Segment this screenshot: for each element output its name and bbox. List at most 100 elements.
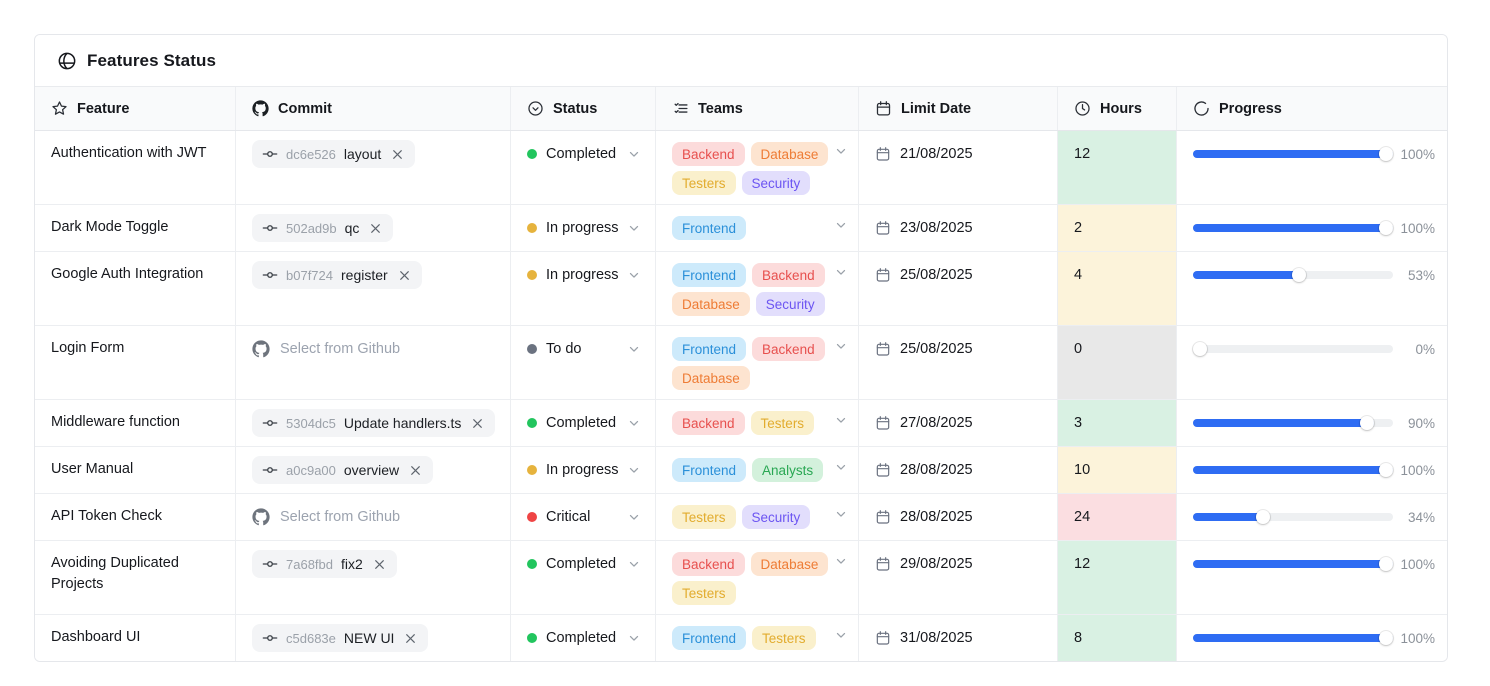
commit-chip[interactable]: dc6e526 layout — [252, 140, 416, 168]
progress-thumb-handle[interactable] — [1360, 416, 1374, 430]
team-chip[interactable]: Analysts — [752, 458, 824, 482]
team-chip[interactable]: Frontend — [672, 337, 747, 361]
status-select[interactable]: Completed — [527, 409, 641, 437]
team-chip[interactable]: Frontend — [672, 626, 747, 650]
close-icon[interactable] — [391, 148, 404, 161]
status-select[interactable]: In progress — [527, 214, 641, 242]
teams-dropdown-chevron-icon[interactable] — [834, 218, 848, 232]
teams-dropdown-chevron-icon[interactable] — [834, 507, 848, 521]
progress-thumb-handle[interactable] — [1379, 463, 1393, 477]
progress-slider[interactable] — [1193, 463, 1393, 477]
status-select[interactable]: Completed — [527, 624, 641, 652]
hours-cell[interactable]: 2 — [1058, 205, 1177, 251]
team-chip-list: Frontend — [672, 216, 830, 240]
table-row: Avoiding Duplicated Projects 7a68fbd fix… — [35, 541, 1447, 615]
team-chip[interactable]: Backend — [672, 142, 745, 166]
team-chip[interactable]: Testers — [672, 171, 736, 195]
close-icon[interactable] — [409, 464, 422, 477]
progress-slider[interactable] — [1193, 631, 1393, 645]
team-chip[interactable]: Backend — [672, 411, 745, 435]
progress-thumb-handle[interactable] — [1379, 557, 1393, 571]
hours-cell[interactable]: 0 — [1058, 326, 1177, 399]
team-chip[interactable]: Frontend — [672, 263, 747, 287]
hours-cell[interactable]: 8 — [1058, 615, 1177, 661]
progress-thumb-handle[interactable] — [1379, 147, 1393, 161]
teams-dropdown-chevron-icon[interactable] — [834, 554, 848, 568]
select-from-github-button[interactable]: Select from Github — [252, 508, 400, 526]
date-picker[interactable]: 21/08/2025 — [875, 140, 1043, 168]
close-icon[interactable] — [373, 558, 386, 571]
close-icon[interactable] — [404, 632, 417, 645]
hours-cell[interactable]: 12 — [1058, 541, 1177, 614]
commit-chip[interactable]: 5304dc5 Update handlers.ts — [252, 409, 496, 437]
close-icon[interactable] — [369, 222, 382, 235]
team-chip[interactable]: Backend — [752, 337, 825, 361]
close-icon[interactable] — [471, 417, 484, 430]
hours-cell[interactable]: 24 — [1058, 494, 1177, 540]
date-picker[interactable]: 28/08/2025 — [875, 503, 1043, 531]
progress-slider[interactable] — [1193, 147, 1393, 161]
hours-cell[interactable]: 12 — [1058, 131, 1177, 204]
team-chip[interactable]: Database — [672, 366, 750, 390]
date-picker[interactable]: 28/08/2025 — [875, 456, 1043, 484]
hours-cell[interactable]: 4 — [1058, 252, 1177, 325]
commit-hash: b07f724 — [286, 267, 333, 283]
team-chip[interactable]: Security — [755, 292, 825, 316]
progress-thumb-handle[interactable] — [1193, 342, 1207, 356]
date-picker[interactable]: 25/08/2025 — [875, 335, 1043, 363]
progress-thumb-handle[interactable] — [1379, 221, 1393, 235]
date-picker[interactable]: 31/08/2025 — [875, 624, 1043, 652]
feature-name: Dashboard UI — [51, 629, 141, 645]
progress-slider[interactable] — [1193, 221, 1393, 235]
teams-dropdown-chevron-icon[interactable] — [834, 144, 848, 158]
team-chip[interactable]: Frontend — [672, 216, 747, 240]
commit-chip[interactable]: 7a68fbd fix2 — [252, 550, 397, 578]
progress-thumb-handle[interactable] — [1256, 510, 1270, 524]
team-chip[interactable]: Backend — [752, 263, 825, 287]
hours-cell[interactable]: 10 — [1058, 447, 1177, 493]
team-chip[interactable]: Security — [741, 171, 811, 195]
team-chip[interactable]: Testers — [752, 626, 816, 650]
progress-slider[interactable] — [1193, 342, 1393, 356]
teams-dropdown-chevron-icon[interactable] — [834, 265, 848, 279]
teams-dropdown-chevron-icon[interactable] — [834, 628, 848, 642]
progress-slider[interactable] — [1193, 510, 1393, 524]
date-picker[interactable]: 27/08/2025 — [875, 409, 1043, 437]
teams-dropdown-chevron-icon[interactable] — [834, 339, 848, 353]
status-select[interactable]: Completed — [527, 140, 641, 168]
status-select[interactable]: In progress — [527, 456, 641, 484]
commit-chip[interactable]: b07f724 register — [252, 261, 422, 289]
commit-chip[interactable]: a0c9a00 overview — [252, 456, 434, 484]
team-chip[interactable]: Security — [741, 505, 811, 529]
teams-dropdown-chevron-icon[interactable] — [834, 460, 848, 474]
team-chip[interactable]: Frontend — [672, 458, 747, 482]
close-icon[interactable] — [398, 269, 411, 282]
table-row: Middleware function 5304dc5 Update handl… — [35, 400, 1447, 447]
date-picker[interactable]: 25/08/2025 — [875, 261, 1043, 289]
teams-dropdown-chevron-icon[interactable] — [834, 413, 848, 427]
date-picker[interactable]: 29/08/2025 — [875, 550, 1043, 578]
date-picker[interactable]: 23/08/2025 — [875, 214, 1043, 242]
hours-cell[interactable]: 3 — [1058, 400, 1177, 446]
team-chip[interactable]: Database — [672, 292, 750, 316]
progress-slider[interactable] — [1193, 557, 1393, 571]
team-chip[interactable]: Testers — [672, 505, 736, 529]
commit-chip[interactable]: c5d683e NEW UI — [252, 624, 429, 652]
status-select[interactable]: Critical — [527, 503, 641, 531]
status-select[interactable]: To do — [527, 335, 641, 363]
commit-chip[interactable]: 502ad9b qc — [252, 214, 394, 242]
teams-cell: Frontend Backend Database Security — [656, 252, 859, 325]
team-chip[interactable]: Database — [750, 552, 829, 576]
team-chip[interactable]: Testers — [672, 581, 736, 605]
team-chip[interactable]: Database — [750, 142, 829, 166]
team-chip[interactable]: Backend — [672, 552, 745, 576]
progress-thumb-handle[interactable] — [1292, 268, 1306, 282]
progress-slider[interactable] — [1193, 268, 1393, 282]
progress-slider[interactable] — [1193, 416, 1393, 430]
progress-thumb-handle[interactable] — [1379, 631, 1393, 645]
status-label: Critical — [546, 509, 591, 525]
team-chip[interactable]: Testers — [750, 411, 815, 435]
select-from-github-button[interactable]: Select from Github — [252, 340, 400, 358]
status-select[interactable]: In progress — [527, 261, 641, 289]
status-select[interactable]: Completed — [527, 550, 641, 578]
